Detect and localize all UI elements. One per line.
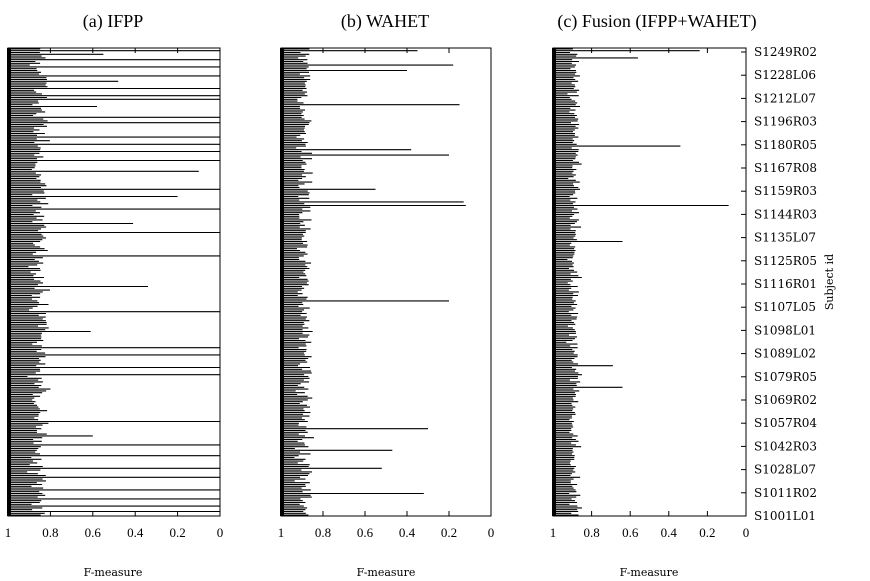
x-tick-label: 0.2	[441, 525, 457, 540]
x-tick-label: 1	[278, 525, 285, 540]
y-tick-label: S1159R03	[754, 184, 817, 198]
x-axis-label-wahet: F-measure	[357, 566, 416, 579]
y-tick-label: S1135L07	[754, 231, 816, 245]
y-tick-label: S1167R08	[754, 161, 817, 175]
panel-frame	[7, 47, 221, 517]
y-tick-label: S1196R03	[754, 115, 817, 129]
panel-ifpp: 1 0.8 0.6 0.4 0.2 0	[5, 47, 224, 540]
x-tick-label: 0	[488, 525, 495, 540]
y-tick-label: S1180R05	[754, 138, 817, 152]
y-tick-label: S1228L06	[754, 68, 816, 82]
x-tick-label: 0.6	[357, 525, 374, 540]
y-tick-label: S1069R02	[754, 393, 817, 407]
y-tick-label: S1144R03	[754, 207, 817, 221]
y-tick-label: S1057R04	[754, 416, 817, 430]
x-tick-label: 0.6	[85, 525, 102, 540]
x-ticks: 1 0.8 0.6 0.4 0.2 0	[278, 48, 495, 540]
bar-group	[7, 48, 220, 516]
x-axis-label-ifpp: F-measure	[84, 566, 143, 579]
x-tick-label: 1	[5, 525, 12, 540]
y-tick-label: S1212L07	[754, 91, 816, 105]
y-tick-label: S1042R03	[754, 439, 817, 453]
panel-wahet: 1 0.8 0.6 0.4 0.2 0	[278, 47, 495, 540]
y-axis-label: Subject id	[823, 254, 836, 310]
y-tick-label: S1125R05	[754, 254, 817, 268]
y-tick-label: S1079R05	[754, 370, 817, 384]
y-tick-label: S1028L07	[754, 463, 816, 477]
x-tick-label: 0	[217, 525, 224, 540]
x-tick-label: 0.4	[661, 525, 678, 540]
y-tick-label: S1116R01	[754, 277, 817, 291]
panel-title-fusion: (c) Fusion (IFPP+WAHET)	[557, 11, 756, 32]
panel-title-ifpp: (a) IFPP	[83, 11, 144, 32]
y-ticks: S1249R02 S1228L06 S1212L07 S1196R03 S1180R05…	[741, 45, 817, 523]
y-tick-label: S1011R02	[754, 486, 817, 500]
y-tick-label: S1089L02	[754, 347, 816, 361]
y-tick-label: S1107L05	[754, 300, 816, 314]
bar-group	[552, 48, 729, 516]
x-ticks: 1 0.8 0.6 0.4 0.2 0	[5, 48, 224, 540]
panel-frame	[280, 47, 492, 517]
y-tick-label: S1098L01	[754, 323, 816, 337]
y-tick-label: S1001L01	[754, 509, 816, 523]
x-tick-label: 1	[550, 525, 557, 540]
x-axis-label-fusion: F-measure	[620, 566, 679, 579]
x-tick-label: 0	[743, 525, 750, 540]
panel-fusion: 1 0.8 0.6 0.4 0.2 0 S1249R02S1228L06S1212L07S…	[550, 45, 818, 540]
y-tick-label: S1249R02	[754, 45, 817, 59]
bar-group	[280, 48, 466, 516]
x-tick-label: 0.8	[583, 525, 599, 540]
x-tick-label: 0.2	[169, 525, 185, 540]
panel-frame	[552, 47, 747, 517]
x-tick-label: 0.6	[622, 525, 639, 540]
x-tick-label: 0.4	[399, 525, 416, 540]
panel-title-wahet: (b) WAHET	[341, 11, 429, 32]
x-tick-label: 0.8	[42, 525, 58, 540]
x-tick-label: 0.2	[699, 525, 715, 540]
x-ticks: 1 0.8 0.6 0.4 0.2 0	[550, 48, 750, 540]
x-tick-label: 0.8	[315, 525, 331, 540]
x-tick-label: 0.4	[127, 525, 144, 540]
